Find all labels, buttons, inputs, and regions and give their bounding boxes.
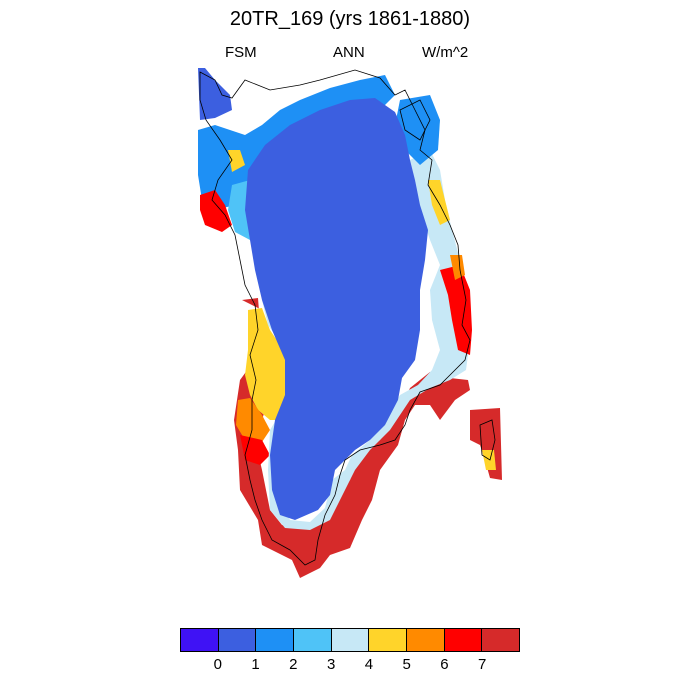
legend-swatch-3 [294,629,332,651]
units-label: W/m^2 [422,44,469,61]
legend-swatch-5 [369,629,408,651]
legend-tick-0: 0 [213,656,222,673]
coastal-band-south [234,298,470,578]
field-label: FSM [225,44,257,61]
coastal-band-red [240,435,270,465]
legend-swatch-8 [482,629,520,651]
legend-swatch-7 [444,629,483,651]
legend-tick-2: 2 [289,656,298,673]
legend-tick-3: 3 [326,656,336,673]
ice-sheet-interior [245,98,428,520]
legend-swatch-0 [181,629,219,651]
legend-swatch-1 [218,629,257,651]
color-legend [180,628,520,652]
nw-coastal-red [200,190,232,232]
legend-tick-4: 4 [364,656,374,673]
legend-swatch-2 [256,629,295,651]
period-label: ANN [333,44,365,61]
coastline-ne-inlet [399,99,431,141]
map-title: 20TR_169 (yrs 1861-1880) [229,8,471,30]
legend-swatch-6 [407,629,445,651]
east-coast-red [440,265,472,355]
legend-tick-6: 6 [440,656,449,673]
nw-tip [198,68,232,120]
nw-coastal-yellow [228,150,245,172]
coastline [199,69,471,566]
east-coast-orange [450,255,465,280]
legend-tick-5: 5 [402,656,411,673]
legend-tick-1: 1 [251,656,260,673]
coastline-se-island [479,419,496,461]
coastal-band-warm [245,308,298,420]
legend-tick-7: 7 [478,656,487,673]
coastal-band-pale [262,150,470,530]
coastal-band-orange [236,398,270,445]
se-offshore-yellow [482,450,496,470]
legend-swatch-4 [331,629,370,651]
